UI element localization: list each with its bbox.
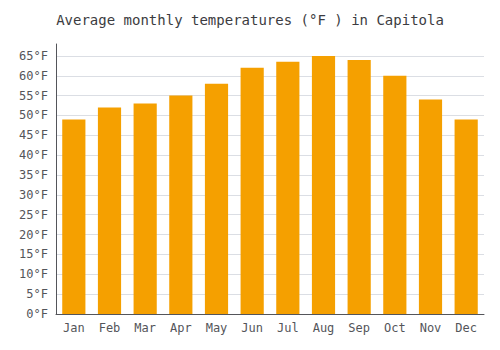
svg-text:Jul: Jul: [277, 321, 299, 335]
svg-text:35°F: 35°F: [19, 168, 48, 182]
svg-text:50°F: 50°F: [19, 108, 48, 122]
svg-text:Oct: Oct: [384, 321, 406, 335]
svg-text:40°F: 40°F: [19, 148, 48, 162]
svg-text:55°F: 55°F: [19, 89, 48, 103]
svg-text:Aug: Aug: [313, 321, 335, 335]
svg-text:10°F: 10°F: [19, 267, 48, 281]
svg-text:0°F: 0°F: [26, 307, 48, 321]
svg-text:Nov: Nov: [420, 321, 442, 335]
svg-text:Feb: Feb: [99, 321, 121, 335]
svg-text:30°F: 30°F: [19, 188, 48, 202]
svg-text:Jun: Jun: [241, 321, 263, 335]
svg-text:20°F: 20°F: [19, 228, 48, 242]
svg-text:May: May: [206, 321, 228, 335]
svg-text:5°F: 5°F: [26, 287, 48, 301]
svg-text:Sep: Sep: [348, 321, 370, 335]
svg-text:65°F: 65°F: [19, 49, 48, 63]
svg-text:Mar: Mar: [134, 321, 156, 335]
svg-text:Dec: Dec: [455, 321, 477, 335]
svg-text:Apr: Apr: [170, 321, 192, 335]
svg-text:60°F: 60°F: [19, 69, 48, 83]
svg-text:15°F: 15°F: [19, 247, 48, 261]
svg-text:Average monthly temperatures (: Average monthly temperatures (°F ) in Ca…: [56, 12, 444, 28]
svg-text:45°F: 45°F: [19, 128, 48, 142]
svg-text:Jan: Jan: [63, 321, 85, 335]
svg-text:25°F: 25°F: [19, 208, 48, 222]
